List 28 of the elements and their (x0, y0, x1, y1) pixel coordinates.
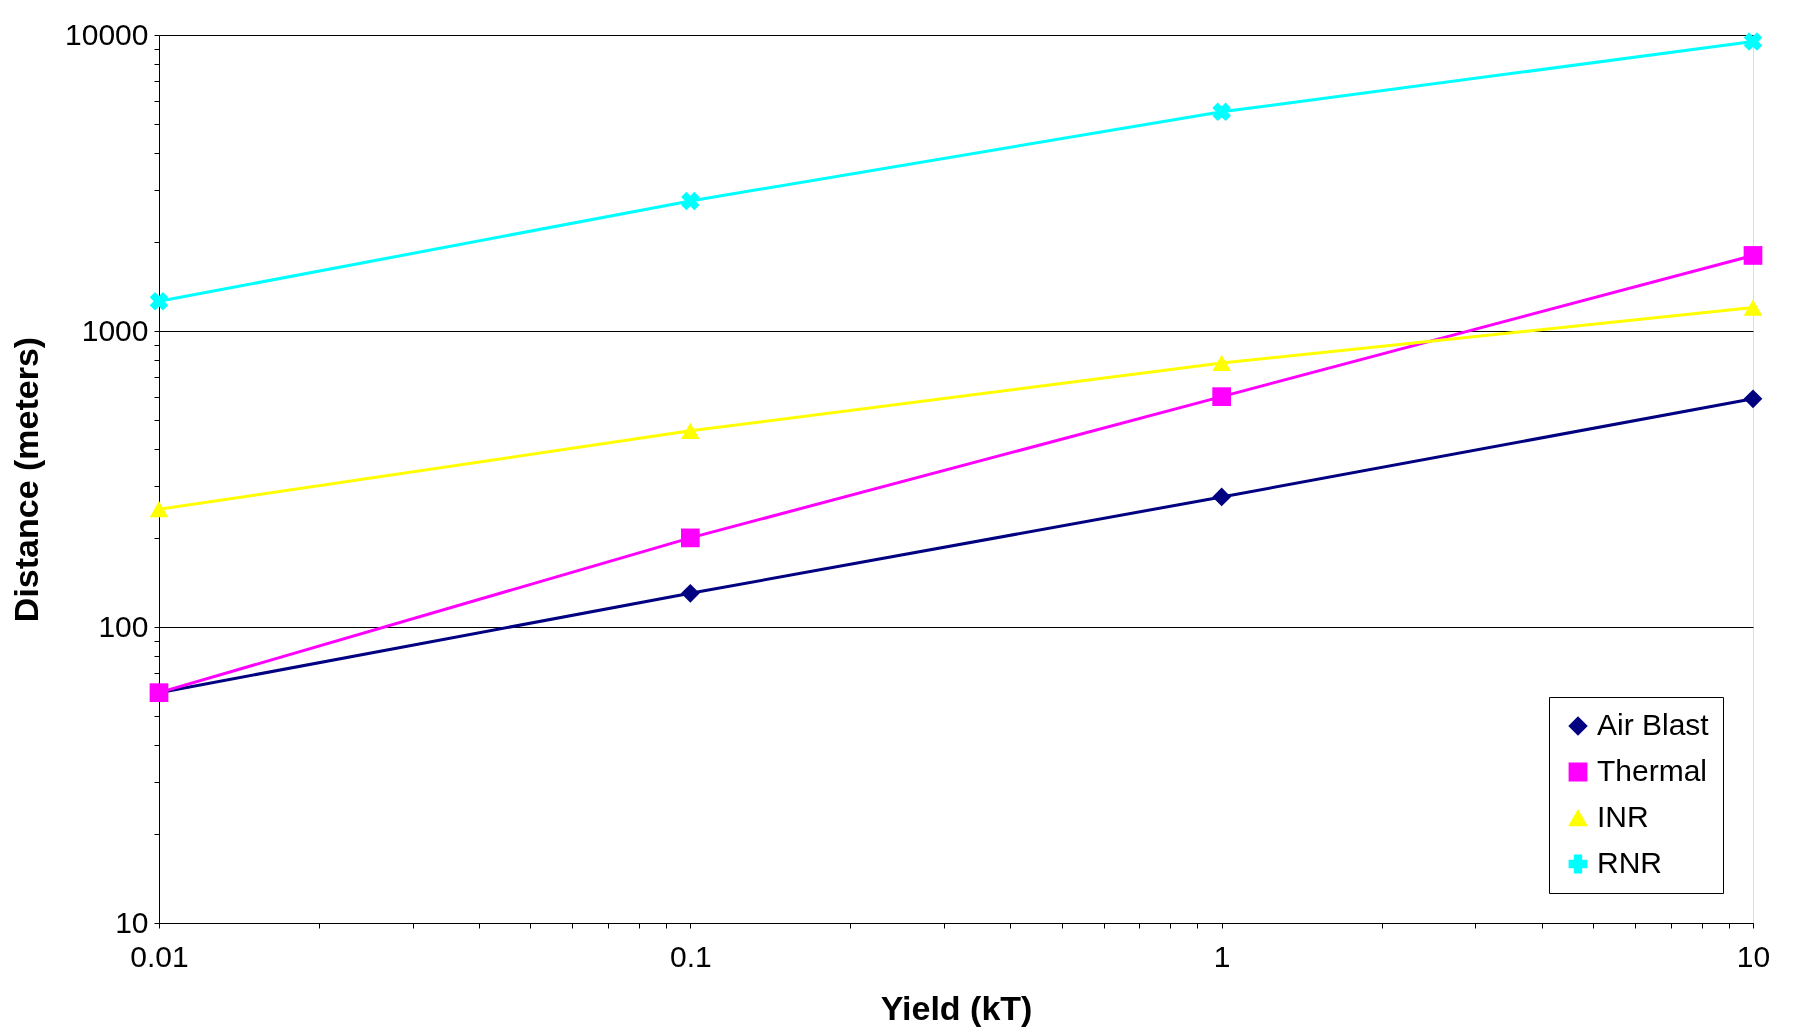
y-tick-label: 100 (98, 609, 149, 643)
point (1743, 389, 1763, 409)
y-tick-label: 1000 (81, 313, 149, 347)
point (1743, 32, 1763, 51)
y-axis-title: Distance (meters) (7, 336, 46, 623)
legend-label: INR (1597, 800, 1649, 833)
point (149, 501, 169, 518)
point (680, 528, 700, 548)
legend-label: Thermal (1597, 754, 1708, 787)
point (1743, 299, 1763, 316)
legend-label: Air Blast (1597, 708, 1710, 741)
point (680, 583, 700, 603)
y-tick-label: 10000 (65, 17, 149, 51)
point (1743, 246, 1763, 265)
x-tick-label: 0.1 (669, 939, 712, 973)
point (680, 422, 700, 439)
legend-label: RNR (1597, 846, 1662, 879)
point (1212, 102, 1231, 122)
point (681, 191, 700, 211)
y-tick-label: 10 (115, 905, 149, 939)
x-tick-label: 1 (1213, 939, 1231, 973)
x-tick-label: 0.01 (130, 939, 189, 973)
point (1212, 354, 1232, 372)
x-axis-title: Yield (kT) (880, 988, 1033, 1027)
point (1212, 487, 1232, 507)
x-tick-label: 10 (1736, 939, 1771, 973)
point (149, 292, 169, 311)
point (1212, 387, 1232, 407)
